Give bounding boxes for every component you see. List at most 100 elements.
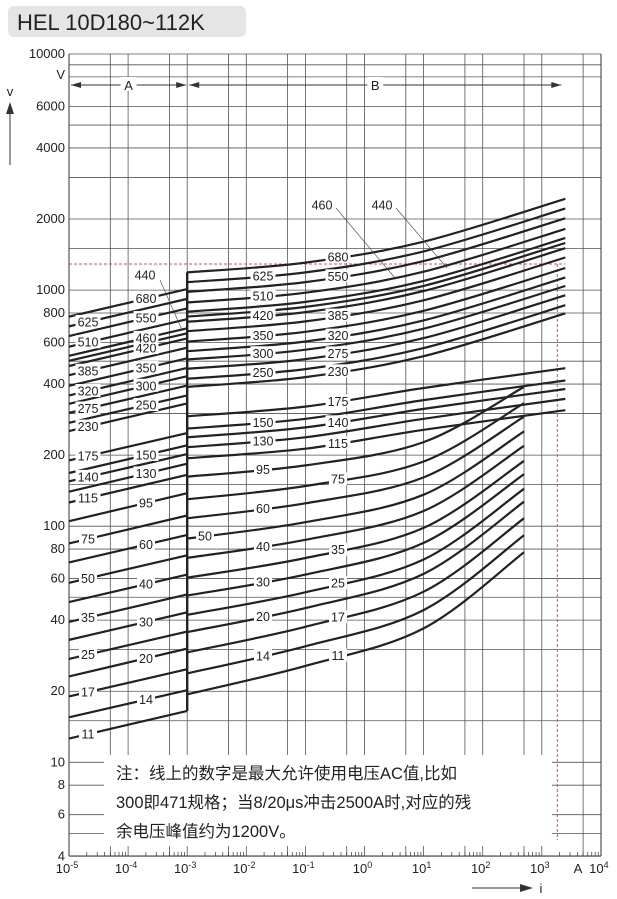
curve-label-a-550: 550 [136,312,157,326]
curve-300-region-b [187,284,566,361]
curve-385-region-b [187,256,566,333]
curve-label-a-11-bg [79,727,97,741]
reference-lines [69,263,566,840]
curve-label-a-350-bg [133,360,159,374]
curve-440-region-b [187,241,566,318]
curve-label-a-11: 11 [82,728,95,742]
curve-label-b-440-bg [369,198,395,211]
curve-50-region-b [187,430,525,540]
curve-labels: 11 11 14 14 17 17 20 20 25 25 30 30 35 35 40 40 50 50 60 60… [75,198,448,742]
curve-14-region-a [68,689,188,719]
curve-label-b-385-bg [325,308,351,322]
curve-label-a-320: 320 [78,385,99,399]
note-background [104,755,552,846]
region-arrow-left-icon [189,82,200,88]
curve-label-a-130: 130 [136,467,157,481]
curve-label-a-230-bg [75,419,101,433]
curve-label-b-150-bg [250,415,276,429]
curve-label-b-95-bg [254,462,272,476]
curve-510-region-b [187,227,566,304]
y-tick-label: 2000 [36,211,65,226]
curve-label-a-50-bg [79,571,97,585]
region-arrow-right-icon [176,82,187,88]
curve-label-b-75-bg [329,472,347,486]
curve-label-a-275-bg [75,401,101,415]
curve-label-b-140-bg [325,415,351,429]
curve-label-b-17-bg [329,610,347,624]
curve-label-b-25: 25 [331,577,345,591]
curve-350-region-b [187,266,566,343]
curve-label-b-50-bg [196,529,214,543]
curve-420-region-a [68,337,188,368]
curve-label-b-350: 350 [253,329,274,343]
curve-label-a-140: 140 [78,470,99,484]
x-arrow-head-icon [520,884,533,892]
curve-label-a-300: 300 [136,379,157,393]
curve-label-b-460-bg [309,198,335,211]
curve-label-a-420: 420 [136,342,157,356]
curve-label-b-11: 11 [332,649,345,663]
curve-250-region-a [68,394,188,424]
curve-250-region-b [187,304,566,380]
curve-label-a-60-bg [137,537,155,551]
chart-title: HEL 10D180~112K [17,10,205,35]
curve-label-b-40-bg [254,539,272,553]
curve-label-a-300-bg [133,378,159,392]
curve-label-b-680-bg [325,249,351,263]
curve-label-b-320-bg [325,328,351,342]
curve-label-b-420: 420 [253,309,274,323]
y-axis-label: v [7,84,14,99]
curve-label-a-385-bg [75,363,101,377]
curve-label-b-20-bg [254,609,272,623]
curve-label-a-440-bg [132,268,158,281]
region-arrow-left-icon [71,82,81,88]
curve-150-region-a [68,444,188,475]
y-tick-label: 400 [43,376,65,391]
x-tick-label: 10-3 [174,860,196,876]
curve-label-b-175-bg [325,394,351,408]
curve-label-b-250: 250 [253,366,274,380]
y-tick-label: 200 [43,447,65,462]
y-tick-label: 40 [51,612,65,627]
curve-label-b-275: 275 [328,347,349,361]
curve-label-b-11-bg [329,648,347,662]
curve-label-a-35-bg [79,610,97,624]
x-axis-label: i [540,881,543,896]
curve-label-b-510-bg [250,289,276,303]
y-tick-label: 80 [51,541,65,556]
curve-label-a-17: 17 [81,686,95,700]
curve-95-region-b [187,385,525,478]
curve-label-a-250: 250 [136,398,157,412]
curve-680-region-a [68,288,188,318]
note-box: 注：线上的数字是最大允许使用电压AC值,比如 300即471规格；当8/20μs… [104,755,552,846]
curve-label-a-625-bg [75,314,101,328]
curve-label-a-510: 510 [78,336,99,350]
curve-550-region-a [68,307,188,338]
curve-label-b-460: 460 [312,199,333,213]
x-unit-label: A [574,861,583,876]
curve-30-region-a [68,611,188,641]
curve-label-a-75-bg [79,531,97,545]
curve-label-a-420-bg [133,341,159,355]
curve-20-region-a [68,647,188,678]
curve-label-a-60: 60 [139,538,153,552]
curve-label-a-150: 150 [136,448,157,462]
curve-label-b-550: 550 [328,270,349,284]
x-tick-label: 10-1 [292,860,314,876]
curve-label-b-20: 20 [256,610,270,624]
curve-label-a-625: 625 [78,315,99,329]
curve-95-region-a [68,492,188,523]
curve-label-a-115-bg [75,491,101,505]
curve-label-a-40-bg [137,577,155,591]
curve-label-a-230: 230 [78,420,99,434]
curves [68,197,566,740]
leader-line-b-460 [335,207,396,279]
curve-label-b-275-bg [325,346,351,360]
curve-label-b-230-bg [325,364,351,378]
curve-115-region-b [187,409,566,460]
curve-label-b-75: 75 [331,473,345,487]
curve-label-a-175-bg [75,448,101,462]
curve-550-region-b [187,217,566,293]
curve-label-b-95: 95 [256,463,270,477]
